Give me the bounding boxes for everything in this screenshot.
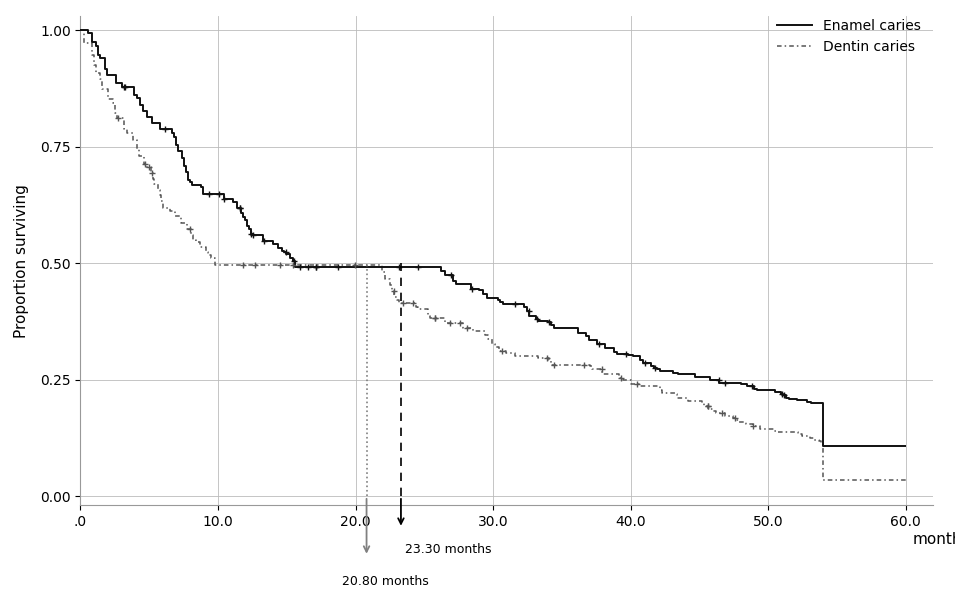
Enamel caries <box>777 392 789 399</box>
Enamel caries <box>197 191 208 198</box>
Enamel caries <box>769 389 780 396</box>
Dentin caries <box>139 163 151 170</box>
Enamel caries <box>742 383 753 390</box>
Line: Enamel caries: Enamel caries <box>80 30 905 446</box>
Enamel caries <box>74 26 86 33</box>
Dentin caries <box>817 477 829 484</box>
Enamel caries <box>900 442 911 449</box>
Dentin caries <box>626 380 637 388</box>
Dentin caries <box>613 374 625 381</box>
Dentin caries <box>657 389 668 396</box>
Text: 20.80 months: 20.80 months <box>342 575 429 588</box>
Enamel caries <box>817 442 829 449</box>
Enamel caries <box>751 386 762 393</box>
Text: 23.30 months: 23.30 months <box>405 542 492 556</box>
Dentin caries <box>90 70 101 77</box>
Dentin caries <box>669 390 681 398</box>
Dentin caries <box>74 26 86 33</box>
Dentin caries <box>900 477 911 484</box>
Enamel caries <box>498 301 509 308</box>
X-axis label: months: months <box>913 532 955 547</box>
Y-axis label: Proportion surviving: Proportion surviving <box>14 184 29 338</box>
Legend: Enamel caries, Dentin caries: Enamel caries, Dentin caries <box>772 13 926 59</box>
Line: Dentin caries: Dentin caries <box>80 30 905 480</box>
